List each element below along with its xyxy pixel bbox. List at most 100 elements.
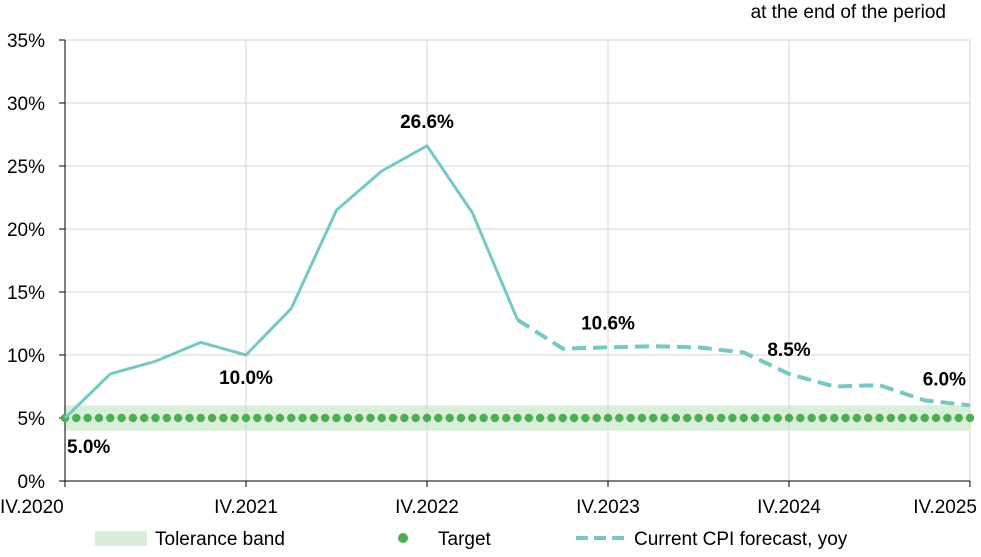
target-point xyxy=(886,413,896,423)
target-point xyxy=(739,413,748,423)
target-point xyxy=(106,413,115,423)
cpi-series-line-dashed xyxy=(516,318,971,408)
target-point xyxy=(524,413,534,423)
target-point xyxy=(94,413,104,423)
target-point xyxy=(275,413,285,423)
target-point xyxy=(468,413,477,423)
target-point xyxy=(196,413,205,423)
y-tick-label: 10% xyxy=(7,346,45,367)
target-point xyxy=(569,413,579,423)
target-point xyxy=(287,413,296,423)
target-point xyxy=(535,413,545,423)
target-point xyxy=(139,413,149,423)
data-label: 6.0% xyxy=(923,369,966,390)
target-point xyxy=(298,413,307,423)
target-point xyxy=(309,413,319,423)
target-point xyxy=(230,413,239,423)
y-tick-label: 0% xyxy=(18,472,46,493)
legend: Tolerance band Target Current CPI foreca… xyxy=(95,529,848,550)
x-tick-label: IV.2025 xyxy=(913,497,977,518)
target-point xyxy=(400,413,409,423)
target-point xyxy=(117,413,126,423)
target-point xyxy=(660,413,669,423)
target-point xyxy=(411,413,420,423)
target-point xyxy=(253,413,262,423)
target-point xyxy=(388,413,398,423)
target-point xyxy=(863,413,873,423)
legend-tolerance-band-label: Tolerance band xyxy=(155,529,285,550)
target-point xyxy=(615,413,624,423)
target-point xyxy=(897,413,907,423)
target-point xyxy=(320,413,330,423)
target-point xyxy=(750,413,760,423)
data-label: 10.0% xyxy=(219,368,273,389)
target-point xyxy=(796,413,805,423)
data-label: 26.6% xyxy=(400,112,454,133)
y-tick-label: 25% xyxy=(7,157,45,178)
target-point xyxy=(649,413,658,423)
target-point xyxy=(434,413,443,423)
y-tick-label: 15% xyxy=(7,283,45,304)
legend-tolerance-band-swatch xyxy=(95,531,147,546)
target-point xyxy=(581,413,590,423)
y-tick-label: 35% xyxy=(7,31,45,52)
target-point xyxy=(173,413,183,423)
target-point xyxy=(366,413,375,423)
data-label: 5.0% xyxy=(67,437,110,458)
target-point xyxy=(490,413,500,423)
target-point xyxy=(162,413,172,423)
y-tick-label: 20% xyxy=(7,220,45,241)
target-point xyxy=(784,413,794,423)
target-point xyxy=(151,413,160,423)
target-point xyxy=(219,413,228,423)
target-point xyxy=(852,413,862,423)
target-point xyxy=(773,413,782,423)
target-point xyxy=(705,413,715,423)
target-point xyxy=(762,413,771,423)
target-point xyxy=(626,413,635,423)
target-point xyxy=(931,413,941,423)
x-tick-label: IV.2022 xyxy=(395,497,459,518)
cpi-series-line-solid xyxy=(63,144,519,420)
target-point xyxy=(920,413,929,423)
header-note: at the end of the period xyxy=(751,2,946,23)
target-point xyxy=(637,413,647,423)
target-point xyxy=(954,413,963,423)
target-point xyxy=(875,413,884,423)
target-point xyxy=(456,413,466,423)
target-point xyxy=(603,413,613,423)
target-point xyxy=(830,413,839,423)
target-point xyxy=(264,413,273,423)
target-point xyxy=(241,413,251,423)
target-point xyxy=(332,413,341,423)
target-point xyxy=(343,413,353,423)
target-point xyxy=(501,413,511,423)
target-point xyxy=(716,413,726,423)
target-point xyxy=(445,413,454,423)
target-point xyxy=(909,413,918,423)
legend-forecast-label: Current CPI forecast, yoy xyxy=(634,529,848,550)
data-label: 8.5% xyxy=(767,340,810,361)
data-label: 10.6% xyxy=(581,313,635,334)
target-point xyxy=(72,413,81,423)
target-point xyxy=(83,413,92,423)
target-point xyxy=(818,413,828,423)
target-point xyxy=(547,413,556,423)
target-point xyxy=(479,413,488,423)
target-point xyxy=(807,413,816,423)
target-point xyxy=(185,413,194,423)
y-tick-label: 30% xyxy=(7,94,45,115)
target-point xyxy=(207,413,217,423)
legend-target-label: Target xyxy=(438,529,492,550)
x-tick-label: IV.2023 xyxy=(576,497,640,518)
target-point xyxy=(592,413,601,423)
target-point xyxy=(694,413,703,423)
target-point xyxy=(558,413,567,423)
x-tick-label: IV.2020 xyxy=(0,497,64,518)
y-tick-label: 5% xyxy=(18,409,46,430)
legend-target-marker xyxy=(398,533,408,543)
target-point xyxy=(965,413,975,423)
target-point xyxy=(513,413,522,423)
